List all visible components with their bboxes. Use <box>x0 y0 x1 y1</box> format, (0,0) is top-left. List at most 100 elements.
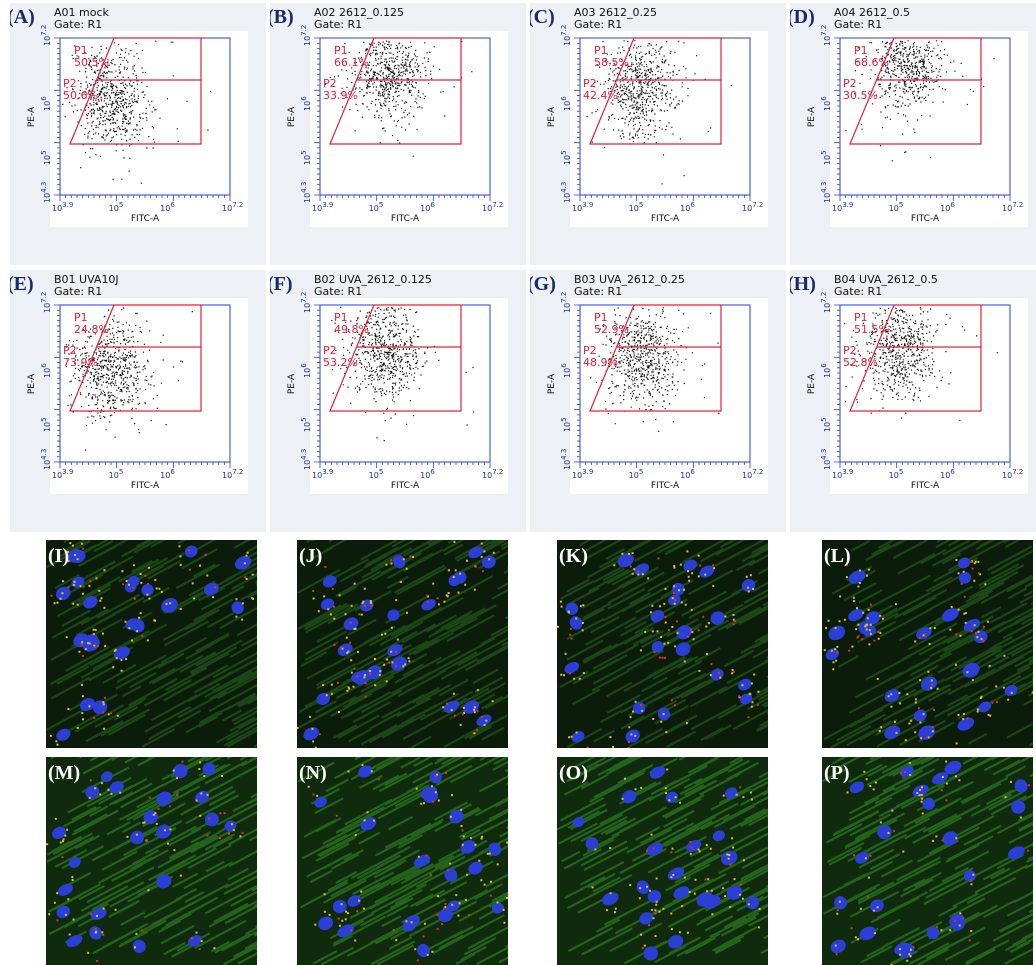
tick-exp: 6 <box>560 363 568 368</box>
nucleus <box>585 837 599 850</box>
tick-base: 10 <box>160 204 170 213</box>
x-tick-label: 107.2 <box>1002 201 1023 213</box>
axis-ticks <box>314 304 491 468</box>
p2-label: P2 <box>583 77 597 90</box>
panel-label: (L) <box>824 545 851 567</box>
nucleus <box>634 563 650 576</box>
panel-label: (A) <box>10 6 35 28</box>
x-axis-label: FITC-A <box>131 214 160 224</box>
panel-title: A03 2612_0.25 <box>574 6 657 19</box>
tick-exp: 6 <box>950 201 955 209</box>
axis-ticks <box>314 37 491 201</box>
x-tick-label: 103.9 <box>572 201 593 213</box>
tick-exp: 6 <box>430 201 435 209</box>
p2-value: 73.9% <box>63 356 98 369</box>
p1-value: 49.8% <box>334 323 369 336</box>
nucleus <box>913 709 927 722</box>
x-axis-label: FITC-A <box>391 481 420 491</box>
nucleus <box>877 825 892 840</box>
tick-base: 10 <box>823 460 832 470</box>
nucleus <box>202 762 216 776</box>
panel-label: (O) <box>559 762 588 784</box>
nucleus <box>413 854 431 868</box>
tick-base: 10 <box>43 422 52 432</box>
tick-base: 10 <box>312 471 322 480</box>
tick-base: 10 <box>52 471 62 480</box>
nucleus <box>859 926 876 941</box>
y-axis-label: PE-A <box>547 373 557 394</box>
y-tick-label: 104.3 <box>560 182 572 203</box>
gate-p1-p2 <box>69 37 202 145</box>
nucleus <box>696 892 714 907</box>
tick-base: 10 <box>109 204 119 213</box>
tick-base: 10 <box>303 193 312 203</box>
nucleus <box>625 729 640 743</box>
tick-base: 10 <box>303 422 312 432</box>
nucleus <box>314 796 327 808</box>
p1-value: 51.5% <box>854 323 889 336</box>
nucleus <box>740 693 753 705</box>
nucleus <box>958 571 971 584</box>
nucleus <box>963 870 976 882</box>
tick-base: 10 <box>563 36 572 46</box>
y-tick-label: 104.3 <box>40 182 52 203</box>
x-tick-label: 106 <box>420 201 435 213</box>
p1-label: P1 <box>854 44 868 57</box>
axis-ticks <box>574 304 751 468</box>
gate-label: Gate: R1 <box>574 18 622 31</box>
nucleus <box>738 678 752 691</box>
tick-base: 10 <box>160 471 170 480</box>
nucleus <box>675 642 691 657</box>
nucleus <box>488 842 502 856</box>
x-axis-label: FITC-A <box>391 214 420 224</box>
fibers <box>46 757 257 965</box>
panel-label: (G) <box>530 273 556 295</box>
panel-label: (J) <box>299 545 322 567</box>
x-tick-label: 105 <box>629 201 644 213</box>
nucleus <box>68 857 81 868</box>
x-tick-label: 106 <box>680 201 695 213</box>
x-axis-label: FITC-A <box>651 214 680 224</box>
nucleus <box>884 725 901 739</box>
y-tick-label: 106 <box>300 96 312 111</box>
tick-base: 10 <box>109 471 119 480</box>
tick-base: 10 <box>482 204 492 213</box>
x-tick-label: 107.2 <box>482 468 503 480</box>
p2-value: 50.6% <box>63 89 98 102</box>
panel-label: (B) <box>270 6 294 28</box>
y-tick-label: 105 <box>820 417 832 432</box>
plot-bg <box>50 298 248 494</box>
p1-label: P1 <box>334 311 348 324</box>
nucleus <box>70 549 86 564</box>
tick-exp: 5 <box>820 417 828 421</box>
tick-exp: 3.9 <box>842 201 853 209</box>
micrograph: (K) <box>557 540 768 748</box>
panel-label: (E) <box>10 273 34 295</box>
tick-base: 10 <box>889 471 899 480</box>
plot-bg <box>570 298 768 494</box>
panel-label: (F) <box>270 273 293 295</box>
nucleus <box>387 644 403 657</box>
tick-base: 10 <box>1002 204 1012 213</box>
tick-exp: 5 <box>820 150 828 154</box>
y-tick-label: 107.2 <box>300 25 312 46</box>
nucleus <box>848 570 866 584</box>
nucleus <box>235 555 252 570</box>
nucleus <box>834 896 847 910</box>
x-tick-label: 103.9 <box>312 468 333 480</box>
axis-ticks <box>834 304 1011 468</box>
tick-exp: 7.2 <box>40 25 48 36</box>
x-tick-label: 107.2 <box>482 201 503 213</box>
tick-exp: 4.3 <box>40 449 48 460</box>
tick-exp: 5 <box>300 150 308 154</box>
nucleus <box>957 557 971 569</box>
y-tick-label: 106 <box>820 363 832 378</box>
y-tick-label: 104.3 <box>560 449 572 470</box>
panel-title: A02 2612_0.125 <box>314 6 404 19</box>
nucleus <box>741 578 756 592</box>
nucleus <box>56 728 71 741</box>
y-tick-label: 107.2 <box>40 25 52 46</box>
y-tick-label: 106 <box>300 363 312 378</box>
y-tick-label: 105 <box>300 417 312 432</box>
